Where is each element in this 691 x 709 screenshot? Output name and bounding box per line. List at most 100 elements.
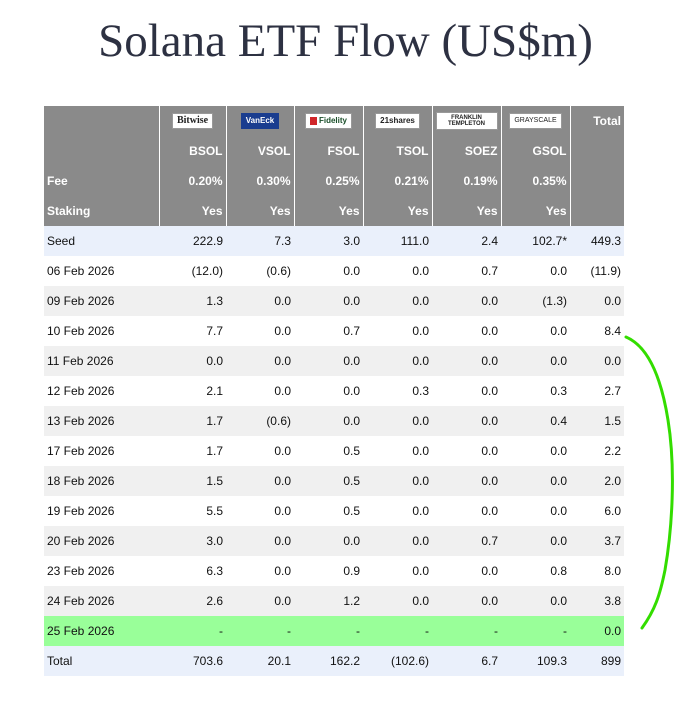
flow-value: 0.0 <box>412 564 429 578</box>
flow-value: 0.0 <box>432 286 501 316</box>
row-total: 1.5 <box>570 406 624 436</box>
issuer-logo-text: 21shares <box>380 116 415 125</box>
flow-value: 0.0 <box>226 526 294 556</box>
table-row: 25 Feb 2026- - - - - -0.0 <box>44 616 624 646</box>
row-date: 18 Feb 2026 <box>44 466 159 496</box>
flow-value: 0.4 <box>501 406 570 436</box>
flow-value: 0.0 <box>501 586 570 616</box>
fee-cell: 0.20% <box>158 166 226 196</box>
flow-value: 0.3 <box>412 384 429 398</box>
flow-value: 0.8 <box>550 564 567 578</box>
staking-label: Staking <box>44 196 159 226</box>
header-blank-cell <box>44 106 159 136</box>
table-row: 09 Feb 2026 1.3 0.0 0.0 0.0 0.0 (1.3) 0.0 <box>44 286 624 316</box>
flow-value: 0.0 <box>412 264 429 278</box>
etf-flow-table: Bitwise VanEck Fidelity 21shares FRANKLIN TE… <box>44 106 624 676</box>
flow-value: 0.0 <box>363 346 432 376</box>
row-date: 12 Feb 2026 <box>47 384 115 398</box>
flow-value: 3.0 <box>159 526 226 556</box>
staking-cell: Yes <box>225 196 294 226</box>
table-row: 17 Feb 2026 1.7 0.0 0.5 0.0 0.0 0.0 2.2 <box>44 436 624 466</box>
issuer-logo-cell: GRAYSCALE <box>500 106 570 136</box>
flow-value: 0.0 <box>550 264 567 278</box>
row-date: 20 Feb 2026 <box>44 526 159 556</box>
flow-value: 0.0 <box>343 384 360 398</box>
flow-value: 0.0 <box>294 526 363 556</box>
flow-value: - <box>432 616 501 646</box>
issuer-logo-text: Bitwise <box>176 115 209 126</box>
flow-value: - <box>159 616 226 646</box>
row-date: 19 Feb 2026 <box>47 504 115 518</box>
flow-value: 0.0 <box>226 466 294 496</box>
flow-value: - <box>363 616 432 646</box>
table-row: 24 Feb 2026 2.6 0.0 1.2 0.0 0.0 0.0 3.8 <box>44 586 624 616</box>
table-row: Seed 222.9 7.3 3.0 111.0 2.4 102.7* 449.3 <box>44 226 624 256</box>
flow-value: 7.7 <box>206 324 223 338</box>
flow-value: 102.7* <box>501 226 570 256</box>
21shares-logo-icon: 21shares <box>375 113 420 129</box>
fee-cell: 0.19% <box>431 166 501 196</box>
flow-value: 0.0 <box>363 586 432 616</box>
issuer-logo-text: FRANKLIN TEMPLETON <box>448 115 485 127</box>
row-total: 2.2 <box>604 444 621 458</box>
flow-value: - <box>294 616 363 646</box>
ticker-cell: FSOL <box>293 136 363 166</box>
total-header-cell: Total <box>569 106 624 136</box>
flow-value: 0.0 <box>412 504 429 518</box>
flow-value: 0.0 <box>363 286 432 316</box>
ticker-total-cell <box>569 136 624 166</box>
flow-value: 2.4 <box>432 226 501 256</box>
row-date: Seed <box>44 226 159 256</box>
flow-value: 0.7 <box>432 526 501 556</box>
fidelity-mark-icon <box>309 116 317 125</box>
fee-cell: 0.35% <box>500 166 570 196</box>
page-title: Solana ETF Flow (US$m) <box>98 15 593 67</box>
staking-cell: Yes <box>158 196 226 226</box>
ticker-cell: VSOL <box>225 136 294 166</box>
issuer-logo-cell: FRANKLIN TEMPLETON <box>431 106 501 136</box>
flow-value: 0.0 <box>274 324 291 338</box>
flow-value: 2.1 <box>206 384 223 398</box>
fee-cell: 0.25% <box>293 166 363 196</box>
row-total: 2.7 <box>604 384 621 398</box>
flow-value: 162.2 <box>294 646 363 676</box>
row-total: 3.8 <box>570 586 624 616</box>
flow-value: 0.0 <box>550 444 567 458</box>
row-total: 8.4 <box>604 324 621 338</box>
flow-value: 0.9 <box>343 564 360 578</box>
flow-value: 0.0 <box>226 286 294 316</box>
flow-value: 0.0 <box>501 466 570 496</box>
flow-value: 6.3 <box>206 564 223 578</box>
flow-value: 0.0 <box>432 346 501 376</box>
flow-value: (0.6) <box>266 264 291 278</box>
flow-value: 0.0 <box>363 526 432 556</box>
row-total: 899 <box>570 646 624 676</box>
row-date: 17 Feb 2026 <box>47 444 115 458</box>
flow-value: 20.1 <box>226 646 294 676</box>
issuer-logo-text: GRAYSCALE <box>514 117 557 124</box>
flow-value: 0.0 <box>159 346 226 376</box>
flow-value: 0.0 <box>274 504 291 518</box>
staking-row: Staking Yes Yes Yes Yes Yes Yes <box>44 196 624 226</box>
row-total: 8.0 <box>604 564 621 578</box>
flow-value: 0.0 <box>432 466 501 496</box>
flow-value: 0.0 <box>412 444 429 458</box>
vaneck-logo-icon: VanEck <box>240 113 280 129</box>
flow-value: 0.5 <box>294 466 363 496</box>
flow-value: 7.3 <box>226 226 294 256</box>
issuer-logo-cell: VanEck <box>225 106 294 136</box>
fee-row: Fee 0.20% 0.30% 0.25% 0.21% 0.19% 0.35% <box>44 166 624 196</box>
flow-value: 111.0 <box>363 226 432 256</box>
table-row: 18 Feb 2026 1.5 0.0 0.5 0.0 0.0 0.0 2.0 <box>44 466 624 496</box>
flow-value: (12.0) <box>191 264 223 278</box>
table-row: 10 Feb 2026 7.7 0.0 0.7 0.0 0.0 0.0 8.4 <box>44 316 624 346</box>
row-date: 25 Feb 2026 <box>44 616 159 646</box>
staking-cell: Yes <box>362 196 432 226</box>
table-row: 06 Feb 2026 (12.0) (0.6) 0.0 0.0 0.7 0.0 (11.9) <box>44 256 624 286</box>
franklin-templeton-logo-icon: FRANKLIN TEMPLETON <box>435 112 498 130</box>
fee-cell: 0.21% <box>362 166 432 196</box>
fee-cell: 0.30% <box>225 166 294 196</box>
flow-value: 0.0 <box>226 346 294 376</box>
flow-value: - <box>501 616 570 646</box>
